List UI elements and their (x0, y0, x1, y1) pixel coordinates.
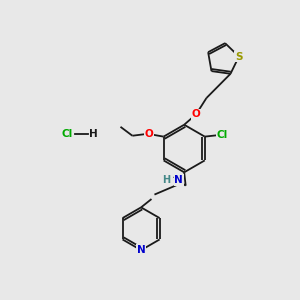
Text: O: O (192, 109, 200, 119)
Text: N: N (137, 245, 146, 255)
Text: Cl: Cl (217, 130, 228, 140)
Text: S: S (235, 52, 243, 61)
Text: O: O (144, 129, 153, 139)
Text: H: H (89, 129, 98, 139)
Text: H: H (162, 175, 170, 185)
Text: Cl: Cl (61, 129, 72, 139)
Text: N: N (175, 175, 183, 185)
